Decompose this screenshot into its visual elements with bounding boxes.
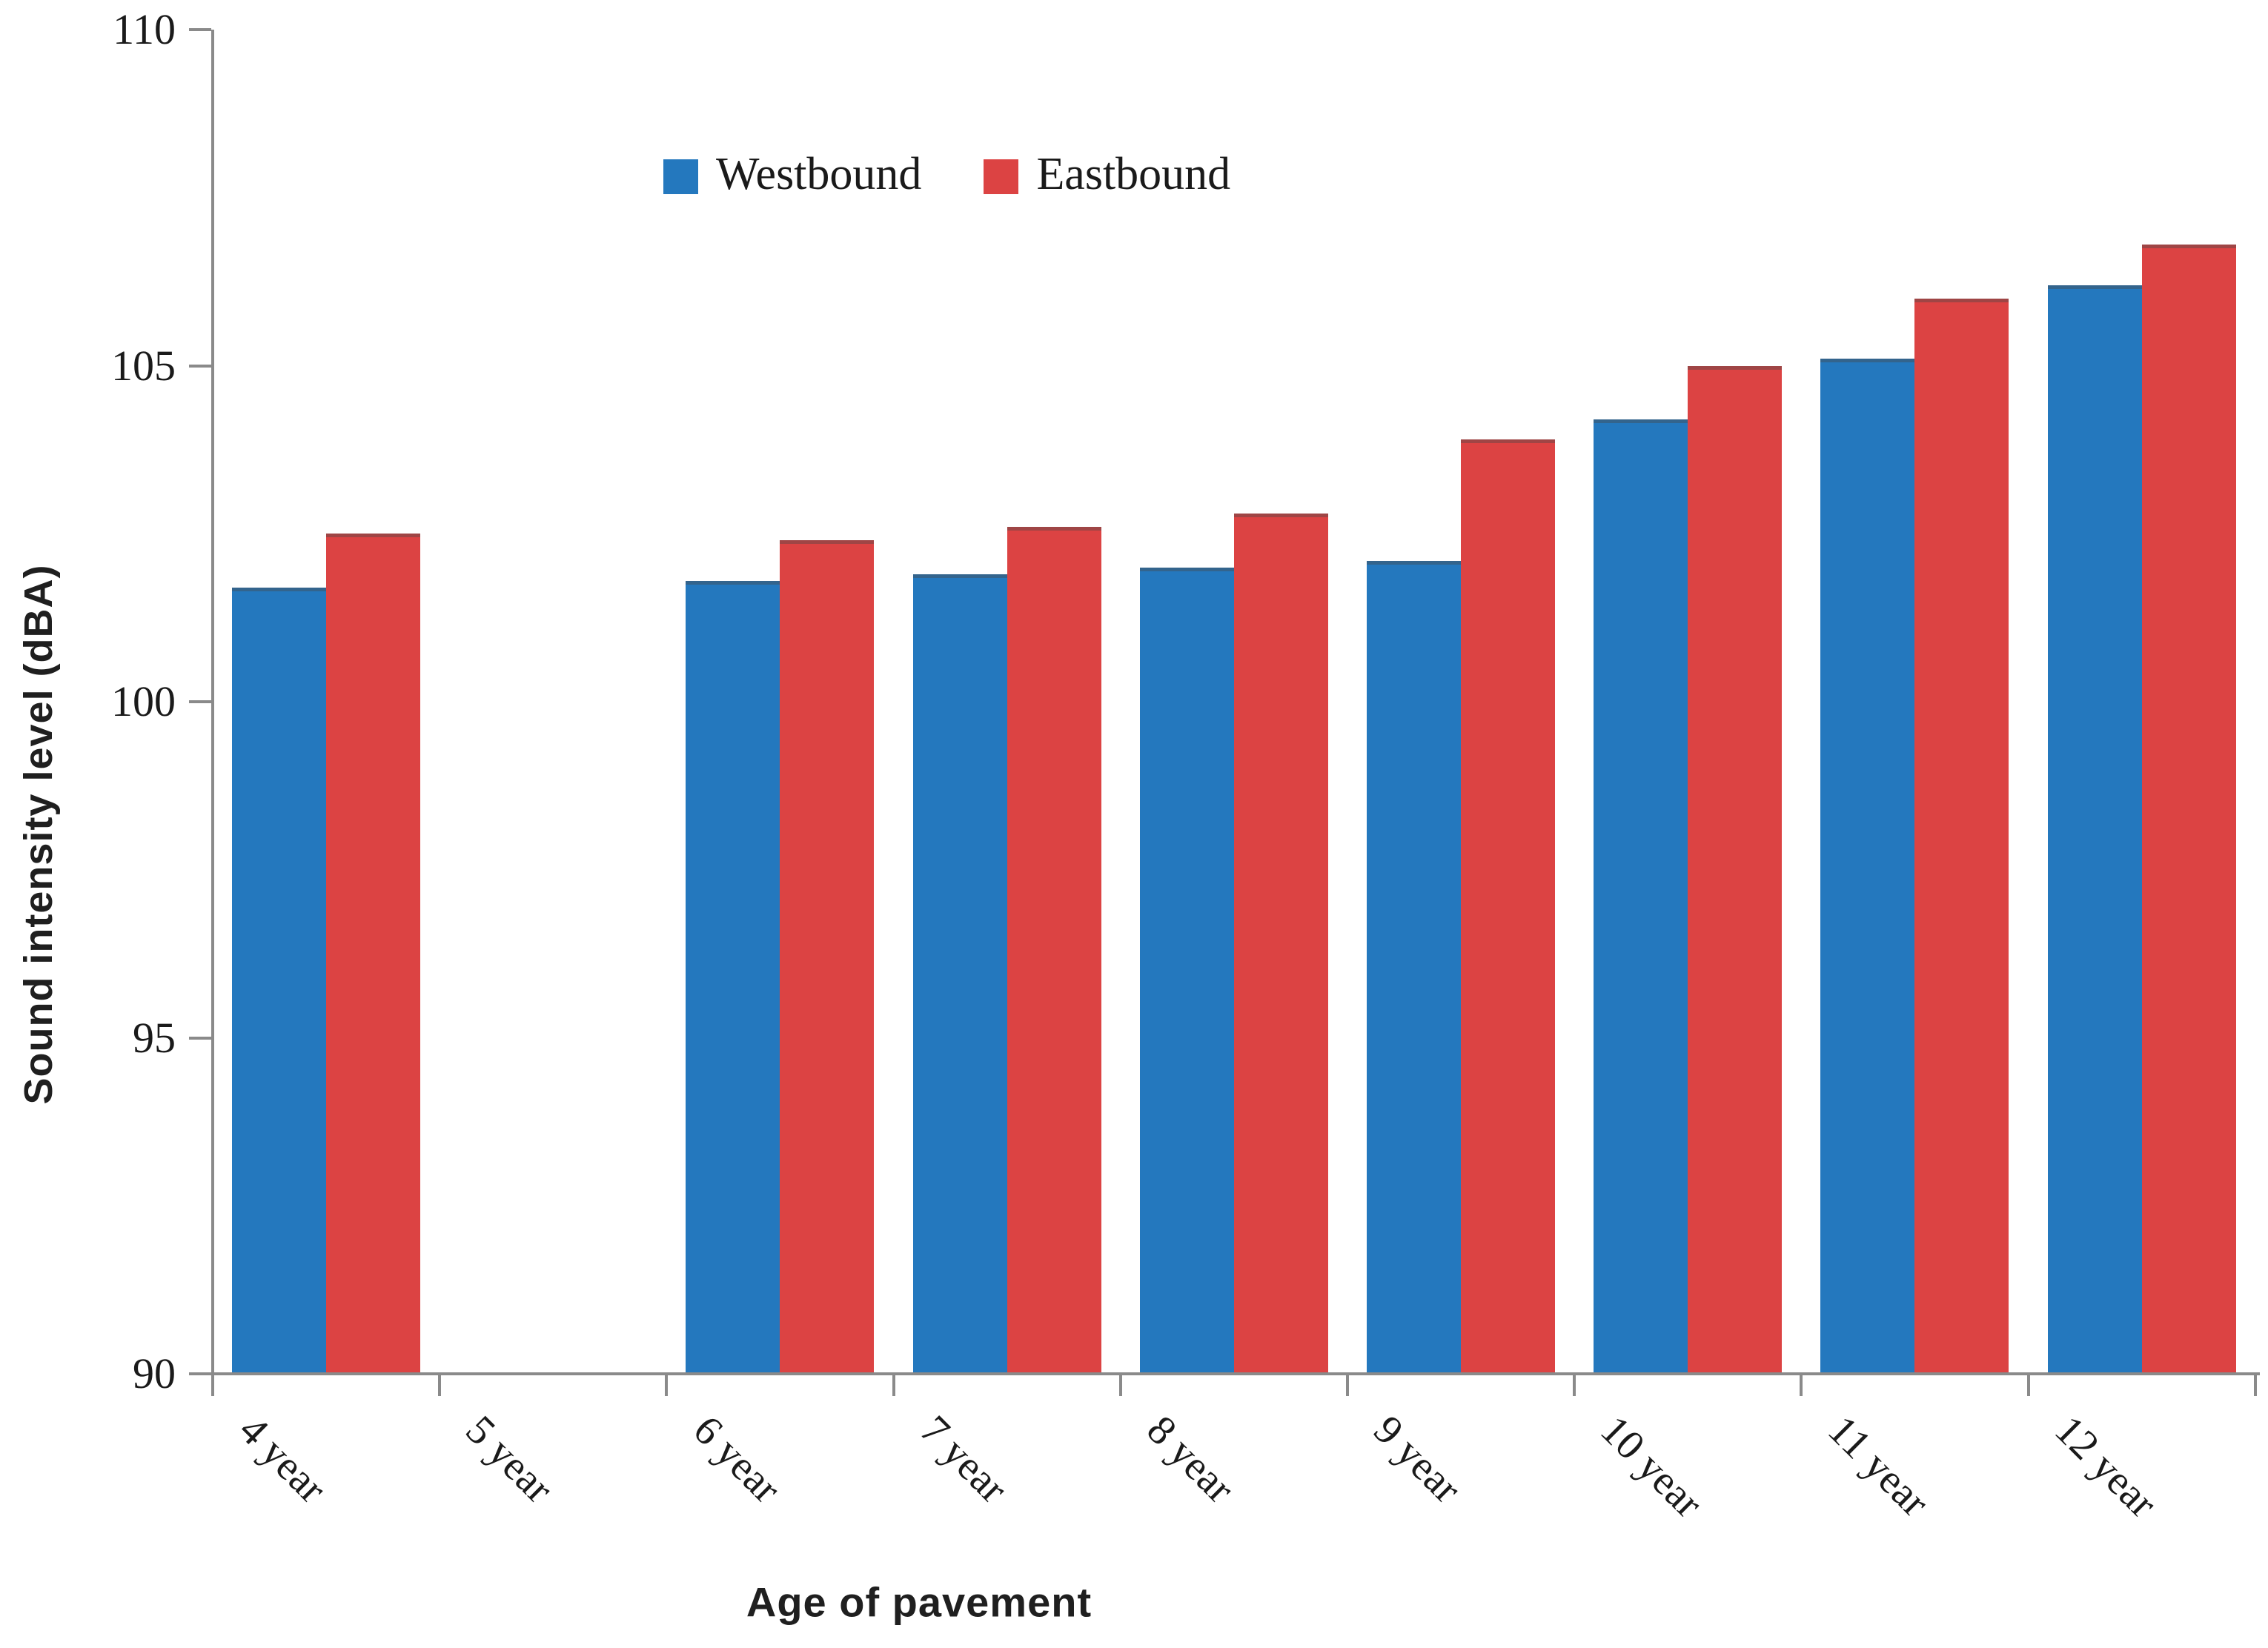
- x-axis-line: [211, 1372, 2260, 1375]
- eastbound-bar-9-year: [1461, 439, 1555, 1372]
- legend-item-westbound: Westbound: [663, 148, 921, 200]
- westbound-bar-10-year: [1594, 419, 1688, 1372]
- westbound-bar-7-year: [912, 574, 1007, 1372]
- legend: Westbound Eastbound: [663, 148, 1230, 200]
- x-category-label: 4 year: [230, 1406, 336, 1512]
- y-tick-label: 105: [111, 341, 176, 390]
- x-category-label: 10 year: [1591, 1406, 1712, 1527]
- category-boundary-tick: [2026, 1375, 2030, 1396]
- category-boundary-tick: [438, 1375, 442, 1396]
- category-boundary-tick: [2253, 1375, 2257, 1396]
- y-tick-label: 90: [133, 1349, 176, 1398]
- y-tick-label: 100: [111, 677, 176, 725]
- y-tick-label: 110: [113, 5, 176, 53]
- eastbound-bar-11-year: [1914, 298, 2009, 1372]
- category-boundary-tick: [1118, 1375, 1122, 1396]
- x-category-label: 5 year: [457, 1406, 563, 1512]
- x-category-label: 9 year: [1365, 1406, 1470, 1512]
- x-category-label: 6 year: [683, 1406, 789, 1512]
- legend-item-eastbound: Eastbound: [984, 148, 1230, 200]
- legend-marker-westbound: [663, 159, 698, 194]
- eastbound-bar-7-year: [1007, 527, 1101, 1372]
- eastbound-bar-12-year: [2141, 245, 2236, 1372]
- y-tick-mark: [189, 1036, 211, 1040]
- category-boundary-tick: [892, 1375, 895, 1396]
- category-boundary-tick: [1800, 1375, 1803, 1396]
- x-category-label: 7 year: [911, 1406, 1016, 1512]
- westbound-bar-9-year: [1367, 560, 1461, 1372]
- eastbound-bar-6-year: [780, 540, 875, 1372]
- y-tick-mark: [189, 28, 211, 31]
- legend-label-eastbound: Eastbound: [1036, 149, 1231, 199]
- y-axis-line: [211, 30, 214, 1377]
- eastbound-bar-10-year: [1688, 365, 1783, 1372]
- eastbound-bar-8-year: [1233, 514, 1328, 1372]
- x-category-label: 12 year: [2046, 1406, 2166, 1527]
- y-tick-label: 95: [133, 1013, 176, 1062]
- y-tick-mark: [189, 700, 211, 703]
- x-category-label: 8 year: [1138, 1406, 1244, 1512]
- westbound-bar-4-year: [232, 587, 326, 1372]
- westbound-bar-8-year: [1139, 567, 1234, 1372]
- westbound-bar-6-year: [686, 580, 780, 1372]
- x-category-label: 11 year: [1818, 1406, 1937, 1526]
- category-boundary-tick: [1573, 1375, 1576, 1396]
- legend-marker-eastbound: [984, 159, 1019, 194]
- westbound-bar-11-year: [1820, 359, 1915, 1372]
- eastbound-bar-4-year: [326, 534, 420, 1372]
- y-axis-title: Sound intensity level (dBA): [16, 564, 61, 1105]
- category-boundary-tick: [211, 1375, 214, 1396]
- y-tick-mark: [189, 364, 211, 368]
- category-boundary-tick: [1346, 1375, 1349, 1396]
- x-axis-title: Age of pavement: [746, 1578, 1092, 1626]
- westbound-bar-12-year: [2047, 285, 2142, 1372]
- y-tick-mark: [189, 1372, 211, 1375]
- legend-label-westbound: Westbound: [716, 149, 922, 199]
- category-boundary-tick: [665, 1375, 669, 1396]
